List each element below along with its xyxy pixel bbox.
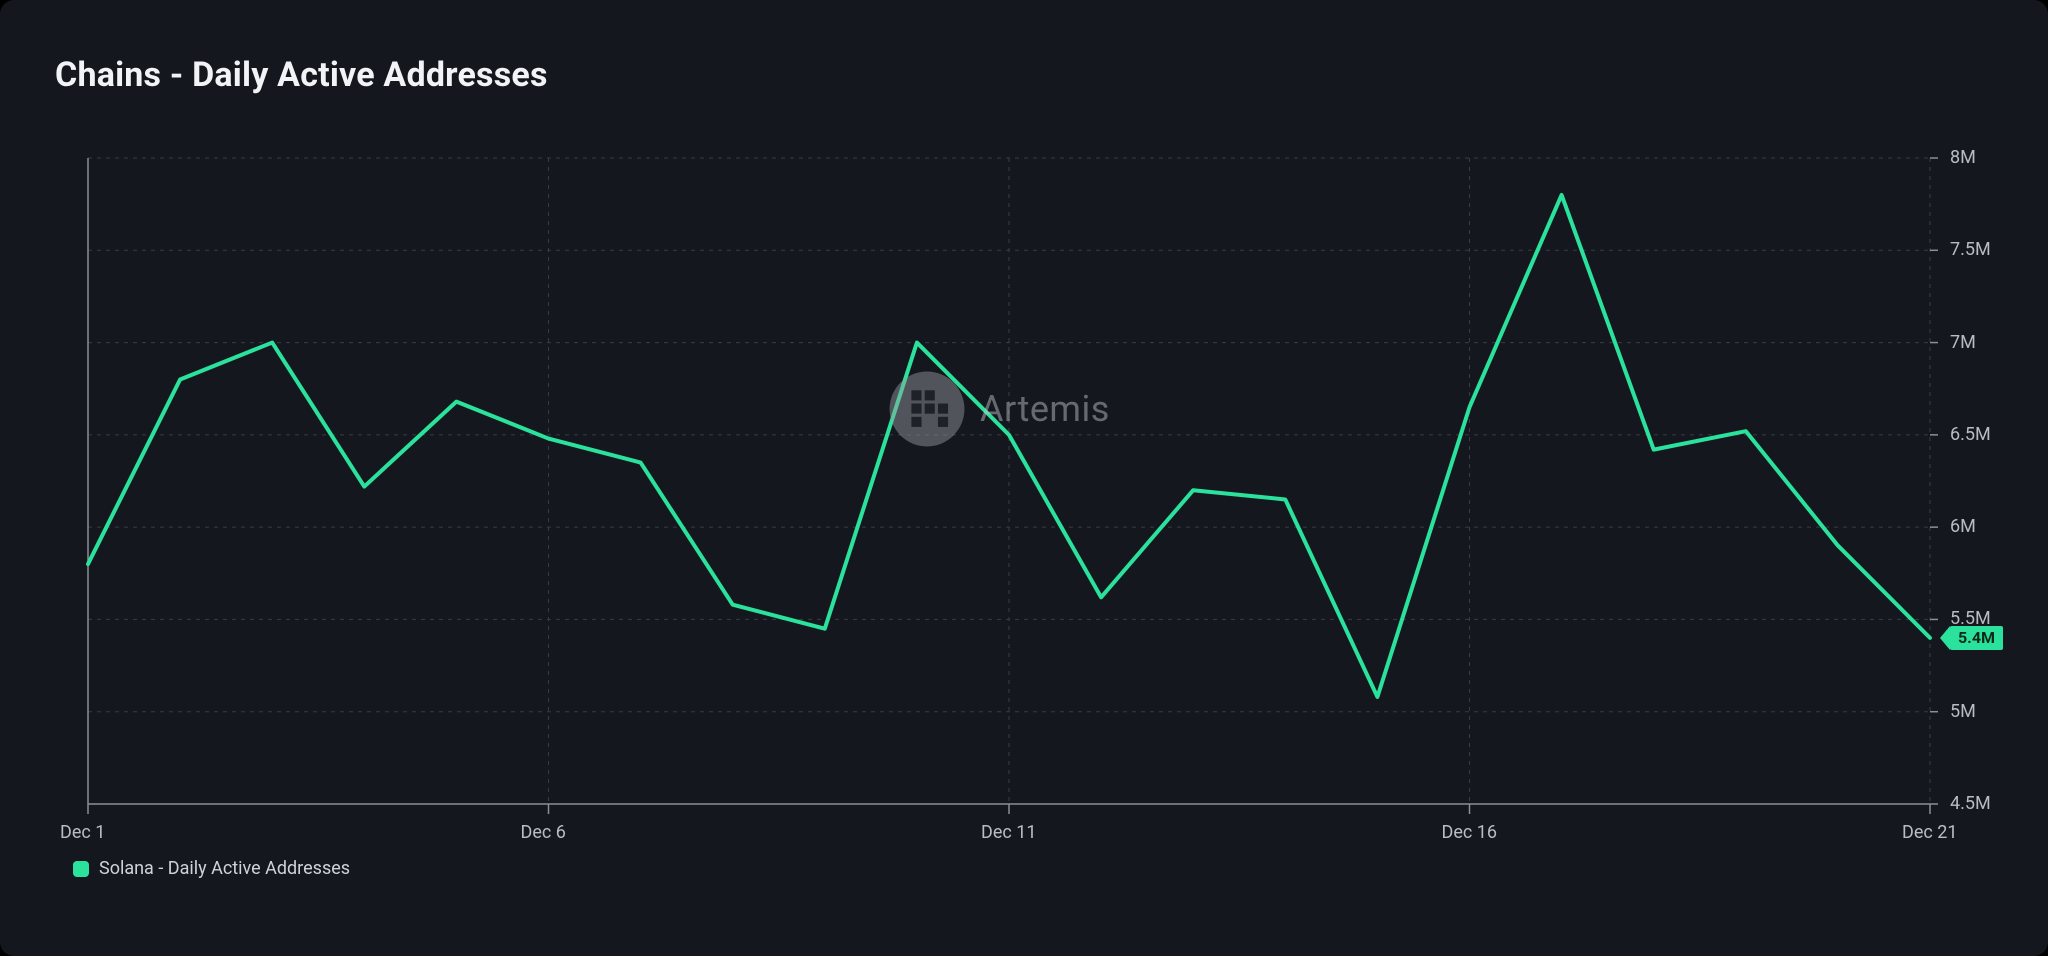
x-tick-label: Dec 16 <box>1442 822 1497 843</box>
x-tick-label: Dec 6 <box>521 822 566 843</box>
x-tick-label: Dec 11 <box>981 822 1036 843</box>
y-tick-label: 7.5M <box>1950 239 1991 260</box>
y-tick-label: 6M <box>1950 516 1976 537</box>
x-tick-label: Dec 21 <box>1902 822 1957 843</box>
legend: Solana - Daily Active Addresses <box>73 858 350 879</box>
y-tick-label: 6.5M <box>1950 424 1991 445</box>
line-chart <box>0 0 2048 956</box>
legend-swatch <box>73 861 89 877</box>
y-tick-label: 5M <box>1950 701 1976 722</box>
last-value-tag: 5.4M <box>1950 626 2003 650</box>
y-tick-label: 4.5M <box>1950 793 1991 814</box>
x-tick-label: Dec 1 <box>60 822 105 843</box>
chart-card: Chains - Daily Active Addresses Artemis … <box>0 0 2048 956</box>
y-tick-label: 8M <box>1950 147 1976 168</box>
last-value-tag-label: 5.4M <box>1958 628 1995 647</box>
legend-label: Solana - Daily Active Addresses <box>99 858 350 879</box>
y-tick-label: 7M <box>1950 332 1976 353</box>
